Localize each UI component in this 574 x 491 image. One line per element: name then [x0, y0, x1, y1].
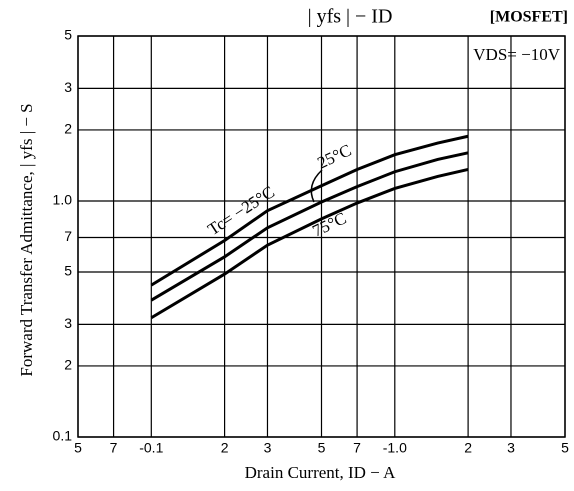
series-line	[150, 134, 469, 287]
chart-title: | yfs | − ID	[308, 6, 393, 28]
x-tick-label: 5	[74, 440, 82, 456]
y-tick-label: 0.1	[53, 428, 73, 444]
y-axis-label: Forward Transfer Admittance, | yfs | − S	[17, 103, 36, 376]
series-label: 25°C	[314, 141, 354, 173]
y-tick-label: 5	[64, 263, 72, 279]
x-tick-label: 7	[353, 440, 361, 456]
x-tick-label: 3	[264, 440, 272, 456]
x-tick-label: 5	[561, 440, 569, 456]
x-tick-label: 2	[221, 440, 229, 456]
y-tick-label: 3	[64, 315, 72, 331]
condition: VDS= −10V	[473, 45, 560, 64]
leader-arrow	[310, 169, 323, 203]
x-tick-label: 3	[507, 440, 515, 456]
y-tick-label: 1.0	[53, 192, 73, 208]
y-tick-label: 5	[64, 27, 72, 43]
y-tick-label: 2	[64, 121, 72, 137]
series-line	[150, 167, 469, 320]
x-tick-label: 2	[464, 440, 472, 456]
series-line	[150, 151, 469, 302]
chart-tag: [MOSFET]	[490, 9, 568, 26]
series-label: 75°C	[309, 209, 349, 241]
y-tick-label: 3	[64, 79, 72, 95]
x-tick-label: 7	[110, 440, 118, 456]
x-tick-label: -1.0	[383, 440, 407, 456]
y-tick-label: 7	[64, 228, 72, 244]
y-tick-label: 2	[64, 357, 72, 373]
x-axis-label: Drain Current, ID − A	[245, 463, 396, 482]
x-tick-label: 5	[318, 440, 326, 456]
x-tick-label: -0.1	[139, 440, 163, 456]
plot-frame	[77, 35, 566, 438]
